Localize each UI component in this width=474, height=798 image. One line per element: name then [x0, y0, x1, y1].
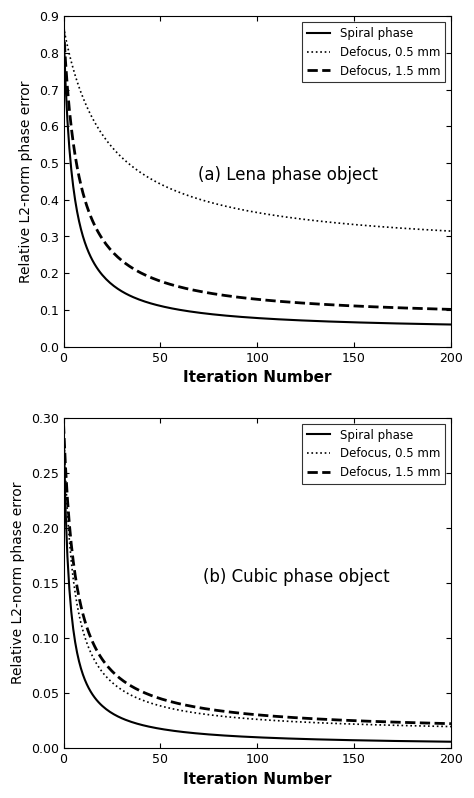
Legend: Spiral phase, Defocus, 0.5 mm, Defocus, 1.5 mm: Spiral phase, Defocus, 0.5 mm, Defocus, … — [302, 424, 445, 484]
Defocus, 1.5 mm — [415, 718, 421, 728]
Defocus, 0.5 mm — [223, 712, 229, 721]
Defocus, 0.5 mm — [415, 721, 421, 731]
Line: Defocus, 0.5 mm: Defocus, 0.5 mm — [64, 27, 451, 231]
Legend: Spiral phase, Defocus, 0.5 mm, Defocus, 1.5 mm: Spiral phase, Defocus, 0.5 mm, Defocus, … — [302, 22, 445, 82]
Spiral phase — [415, 319, 421, 329]
Y-axis label: Relative L2-norm phase error: Relative L2-norm phase error — [19, 80, 33, 282]
Line: Spiral phase: Spiral phase — [64, 424, 451, 741]
X-axis label: Iteration Number: Iteration Number — [183, 772, 331, 787]
Defocus, 0.5 mm — [61, 22, 66, 32]
Defocus, 0.5 mm — [96, 124, 101, 133]
Text: (a) Lena phase object: (a) Lena phase object — [198, 166, 378, 184]
Line: Spiral phase: Spiral phase — [64, 27, 451, 325]
Defocus, 0.5 mm — [202, 196, 208, 206]
Defocus, 1.5 mm — [96, 227, 101, 237]
Spiral phase — [96, 697, 101, 707]
Defocus, 1.5 mm — [63, 461, 68, 471]
Spiral phase — [270, 314, 275, 324]
Spiral phase — [270, 733, 275, 743]
Spiral phase — [202, 309, 208, 318]
Spiral phase — [223, 311, 229, 321]
Spiral phase — [63, 502, 68, 512]
Defocus, 0.5 mm — [448, 721, 454, 731]
Defocus, 0.5 mm — [96, 662, 101, 671]
Defocus, 0.5 mm — [223, 202, 229, 211]
Y-axis label: Relative L2-norm phase error: Relative L2-norm phase error — [11, 482, 25, 685]
Spiral phase — [223, 731, 229, 741]
Defocus, 1.5 mm — [63, 56, 68, 65]
Defocus, 1.5 mm — [223, 707, 229, 717]
X-axis label: Iteration Number: Iteration Number — [183, 370, 331, 385]
Spiral phase — [202, 729, 208, 739]
Defocus, 1.5 mm — [270, 296, 275, 306]
Text: (b) Cubic phase object: (b) Cubic phase object — [203, 567, 389, 586]
Defocus, 1.5 mm — [61, 22, 66, 32]
Spiral phase — [415, 737, 421, 746]
Defocus, 0.5 mm — [202, 709, 208, 719]
Defocus, 0.5 mm — [61, 419, 66, 429]
Defocus, 0.5 mm — [63, 470, 68, 480]
Defocus, 1.5 mm — [448, 305, 454, 314]
Line: Defocus, 1.5 mm: Defocus, 1.5 mm — [64, 27, 451, 310]
Spiral phase — [448, 737, 454, 746]
Defocus, 0.5 mm — [448, 227, 454, 236]
Defocus, 0.5 mm — [415, 224, 421, 234]
Defocus, 1.5 mm — [202, 287, 208, 297]
Defocus, 1.5 mm — [61, 419, 66, 429]
Defocus, 0.5 mm — [63, 32, 68, 41]
Line: Defocus, 1.5 mm: Defocus, 1.5 mm — [64, 424, 451, 724]
Line: Defocus, 0.5 mm: Defocus, 0.5 mm — [64, 424, 451, 726]
Defocus, 0.5 mm — [270, 716, 275, 725]
Defocus, 1.5 mm — [448, 719, 454, 729]
Spiral phase — [63, 77, 68, 87]
Defocus, 1.5 mm — [223, 290, 229, 300]
Spiral phase — [448, 320, 454, 330]
Defocus, 0.5 mm — [270, 211, 275, 220]
Spiral phase — [96, 265, 101, 275]
Defocus, 1.5 mm — [96, 649, 101, 658]
Spiral phase — [61, 22, 66, 32]
Defocus, 1.5 mm — [270, 711, 275, 721]
Defocus, 1.5 mm — [202, 704, 208, 713]
Spiral phase — [61, 419, 66, 429]
Defocus, 1.5 mm — [415, 303, 421, 313]
